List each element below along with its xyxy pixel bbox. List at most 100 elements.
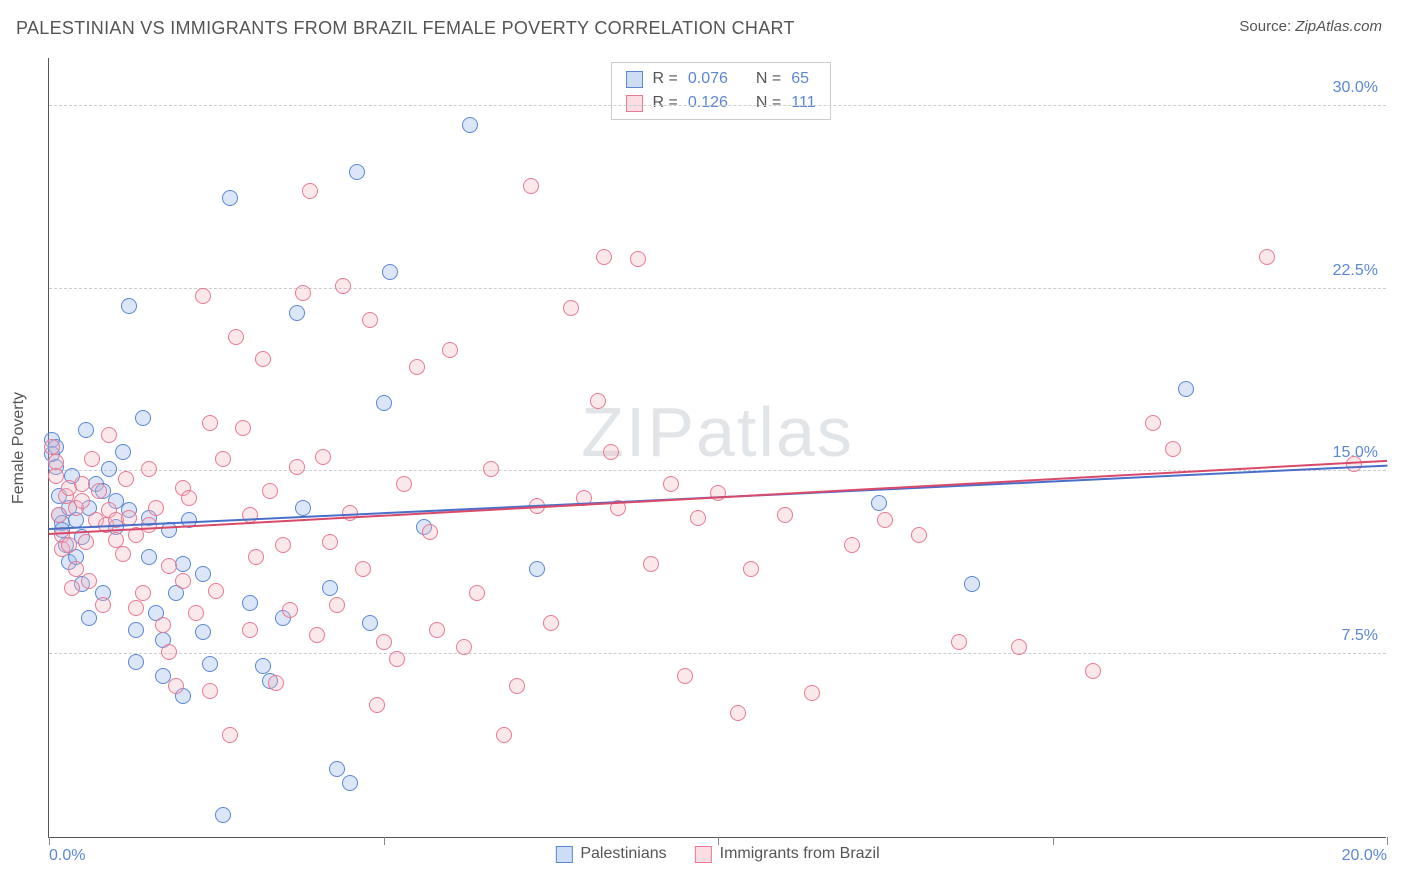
- data-point: [118, 471, 134, 487]
- data-point: [128, 654, 144, 670]
- data-point: [804, 685, 820, 701]
- data-point: [135, 410, 151, 426]
- data-point: [315, 449, 331, 465]
- data-point: [743, 561, 759, 577]
- data-point: [91, 483, 107, 499]
- data-point: [382, 264, 398, 280]
- scatter-chart: Female Poverty ZIPatlas R = 0.076N = 65R…: [48, 58, 1386, 838]
- legend-label: Immigrants from Brazil: [720, 845, 880, 863]
- data-point: [543, 615, 559, 631]
- data-point: [690, 510, 706, 526]
- data-point: [442, 342, 458, 358]
- data-point: [362, 312, 378, 328]
- data-point: [1011, 639, 1027, 655]
- data-point: [329, 761, 345, 777]
- data-point: [68, 561, 84, 577]
- data-point: [844, 537, 860, 553]
- data-point: [64, 580, 80, 596]
- y-tick-label: 7.5%: [1334, 627, 1378, 645]
- n-label: N =: [756, 67, 781, 91]
- data-point: [81, 610, 97, 626]
- data-point: [509, 678, 525, 694]
- data-point: [1346, 456, 1362, 472]
- data-point: [255, 658, 271, 674]
- data-point: [529, 561, 545, 577]
- x-tick-label: 20.0%: [1342, 847, 1387, 865]
- data-point: [121, 298, 137, 314]
- data-point: [376, 634, 392, 650]
- data-point: [262, 483, 278, 499]
- data-point: [877, 512, 893, 528]
- legend-swatch: [555, 846, 572, 863]
- data-point: [1178, 381, 1194, 397]
- data-point: [322, 534, 338, 550]
- source-attribution: Source: ZipAtlas.com: [1239, 18, 1382, 35]
- data-point: [295, 285, 311, 301]
- data-point: [911, 527, 927, 543]
- stats-legend: R = 0.076N = 65R = 0.126N = 111: [611, 62, 831, 120]
- chart-title: PALESTINIAN VS IMMIGRANTS FROM BRAZIL FE…: [16, 18, 795, 39]
- data-point: [289, 305, 305, 321]
- data-point: [1259, 249, 1275, 265]
- y-axis-title: Female Poverty: [10, 391, 28, 503]
- data-point: [349, 164, 365, 180]
- data-point: [268, 675, 284, 691]
- data-point: [469, 585, 485, 601]
- data-point: [74, 476, 90, 492]
- data-point: [235, 420, 251, 436]
- data-point: [44, 439, 60, 455]
- data-point: [48, 468, 64, 484]
- data-point: [355, 561, 371, 577]
- data-point: [215, 451, 231, 467]
- legend-item: Immigrants from Brazil: [695, 845, 880, 863]
- data-point: [195, 566, 211, 582]
- stats-legend-row: R = 0.076N = 65: [626, 67, 816, 91]
- data-point: [643, 556, 659, 572]
- data-point: [282, 602, 298, 618]
- data-point: [376, 395, 392, 411]
- data-point: [871, 495, 887, 511]
- x-tick: [1053, 837, 1054, 845]
- data-point: [362, 615, 378, 631]
- data-point: [429, 622, 445, 638]
- legend-swatch: [626, 95, 643, 112]
- data-point: [84, 451, 100, 467]
- n-value: 111: [791, 91, 815, 115]
- data-point: [603, 444, 619, 460]
- data-point: [248, 549, 264, 565]
- data-point: [51, 507, 67, 523]
- data-point: [168, 678, 184, 694]
- data-point: [590, 393, 606, 409]
- data-point: [208, 583, 224, 599]
- data-point: [81, 573, 97, 589]
- y-tick-label: 22.5%: [1325, 262, 1378, 280]
- data-point: [777, 507, 793, 523]
- legend-swatch: [626, 71, 643, 88]
- data-point: [1145, 415, 1161, 431]
- data-point: [275, 537, 291, 553]
- data-point: [74, 493, 90, 509]
- data-point: [964, 576, 980, 592]
- data-point: [222, 190, 238, 206]
- data-point: [115, 546, 131, 562]
- series-legend: PalestiniansImmigrants from Brazil: [545, 845, 889, 863]
- data-point: [128, 622, 144, 638]
- data-point: [335, 278, 351, 294]
- data-point: [302, 183, 318, 199]
- x-tick: [1387, 837, 1388, 845]
- data-point: [322, 580, 338, 596]
- data-point: [135, 585, 151, 601]
- data-point: [128, 600, 144, 616]
- data-point: [228, 329, 244, 345]
- data-point: [202, 415, 218, 431]
- data-point: [309, 627, 325, 643]
- gridline: [49, 653, 1386, 654]
- data-point: [78, 422, 94, 438]
- data-point: [161, 558, 177, 574]
- data-point: [1085, 663, 1101, 679]
- data-point: [329, 597, 345, 613]
- r-value: 0.126: [688, 91, 728, 115]
- data-point: [369, 697, 385, 713]
- n-label: N =: [756, 91, 781, 115]
- data-point: [422, 524, 438, 540]
